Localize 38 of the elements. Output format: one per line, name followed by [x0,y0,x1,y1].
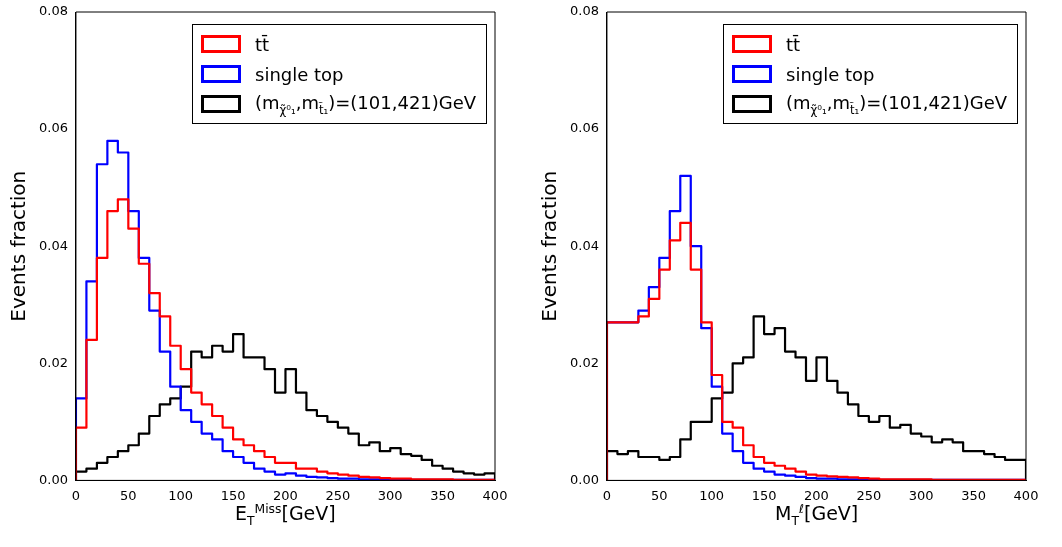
x-tick-label: 150 [220,487,246,503]
x-tick-label: 0 [602,487,612,503]
legend-label: (m$_{χ̃⁰₁}$,m$_{t̃₁}$)=(101,421)GeV [786,91,1008,117]
x-tick-label: 350 [961,487,987,503]
legend-label: tt̄ [255,33,270,55]
y-axis-title: Events fraction [537,170,562,322]
legend-label: single top [255,63,344,85]
x-tick-label: 100 [699,487,725,503]
y-tick-label: 0.06 [569,120,599,136]
x-tick-label: 300 [908,487,934,503]
y-tick-label: 0.02 [38,354,68,370]
x-tick-label: 100 [168,487,194,503]
y-tick-label: 0.04 [569,237,599,253]
y-tick-label: 0.04 [38,237,68,253]
x-tick-label: 150 [751,487,777,503]
x-tick-label: 200 [804,487,829,503]
x-tick-label: 350 [430,487,456,503]
x-tick-label: 0 [71,487,81,503]
x-tick-label: 250 [856,487,882,503]
x-tick-label: 300 [377,487,403,503]
y-tick-label: 0.02 [569,354,599,370]
x-tick-label: 400 [1013,487,1039,503]
y-tick-label: 0.06 [38,120,68,136]
x-tick-label: 50 [651,487,668,503]
legend-label: single top [786,63,875,85]
y-tick-label: 0.00 [38,471,68,487]
x-axis-title: E$_{T}$$^{Miss}$[GeV] [234,502,336,529]
y-tick-label: 0.00 [569,471,599,487]
x-tick-label: 200 [273,487,298,503]
y-tick-label: 0.08 [38,3,68,19]
legend-label: tt̄ [786,33,801,55]
y-tick-label: 0.08 [569,3,599,19]
x-tick-label: 50 [120,487,137,503]
x-tick-label: 400 [482,487,508,503]
y-axis-title: Events fraction [6,170,31,322]
x-tick-label: 250 [325,487,351,503]
x-axis-title: M$_{T}$$^{ℓ}$[GeV] [774,502,859,529]
legend-label: (m$_{χ̃⁰₁}$,m$_{t̃₁}$)=(101,421)GeV [255,91,477,117]
